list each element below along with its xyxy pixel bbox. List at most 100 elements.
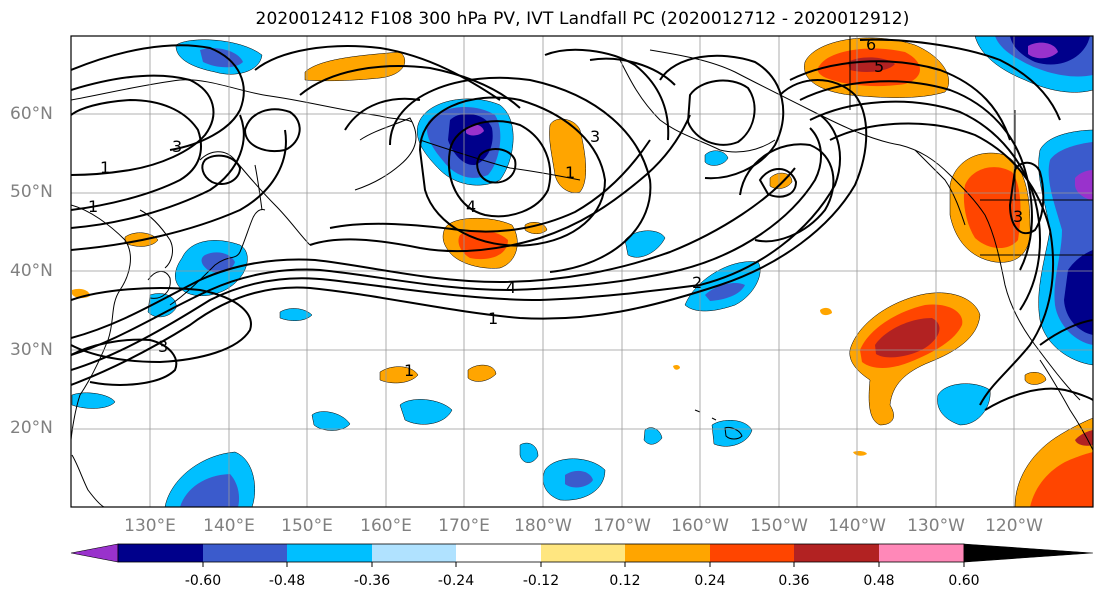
contour-label: 4 <box>506 278 516 297</box>
coastline-aleutians <box>419 139 581 181</box>
neg-anomaly-small-4 <box>643 427 663 445</box>
coastline-sea-of-japan <box>139 209 173 269</box>
coastline-asia-north <box>71 79 413 123</box>
contour-label-group: 1 1 3 3 3 1 4 4 1 2 6 5 1 3 <box>88 35 1023 380</box>
contour-4 <box>71 167 796 339</box>
contour-ridge-6 <box>1008 161 1045 235</box>
neg-anomaly-30n-1 <box>279 308 313 321</box>
contour-ridge-5 <box>859 38 1061 121</box>
colorbar-tick-label: -0.36 <box>353 573 391 589</box>
contour-label: 1 <box>404 361 414 380</box>
contour-kamchatka-low-2 <box>448 120 552 218</box>
contour-southeast-2 <box>1039 319 1093 346</box>
contour-kamchatka-low-3 <box>418 96 607 247</box>
map-frame <box>70 35 1094 508</box>
colorbar-tick-label: -0.12 <box>522 573 560 589</box>
colorbar-swatch <box>372 544 456 562</box>
contour-kamchatka-low-1 <box>476 148 517 184</box>
pos-anomaly-subtropical-peak <box>875 318 940 358</box>
contour-alaska-high-1 <box>686 79 756 146</box>
contour-label: 1 <box>100 158 110 177</box>
colorbar-tick-label: -0.48 <box>268 573 306 589</box>
coastline-hawaii <box>694 409 743 440</box>
contour-4-inner <box>309 114 691 253</box>
coastline-alaska <box>649 49 1081 401</box>
neg-anomaly-small-2 <box>704 150 729 166</box>
colorbar-tick-label: 0.12 <box>609 573 641 589</box>
lon-label: 130°W <box>907 516 965 536</box>
lon-label: 120°W <box>985 516 1043 536</box>
contour-north-2 <box>71 74 215 176</box>
pos-anomaly-small-1 <box>549 118 587 193</box>
pos-anomaly-bc-coast-core <box>963 167 1021 249</box>
contour-label: 1 <box>488 309 498 328</box>
pos-anomaly-small-8 <box>820 307 832 316</box>
contour-5-inner <box>329 139 651 233</box>
colorbar-swatch <box>203 544 287 562</box>
contour-3 <box>71 127 822 356</box>
neg-anomaly-small-1 <box>624 230 666 258</box>
lon-label: 140°W <box>828 516 886 536</box>
lon-label: 130°E <box>124 516 176 536</box>
contour-kamchatka-low-4 <box>389 76 652 273</box>
colorbar-swatch <box>118 544 203 562</box>
contour-1-south <box>71 79 868 386</box>
contour-label: 3 <box>158 337 168 356</box>
colorbar-extend-low <box>70 543 119 563</box>
neg-anomaly-small-3 <box>519 442 539 463</box>
coastline-kamchatka <box>354 117 417 191</box>
contour-okhotsk-loop <box>201 154 242 186</box>
coastline-korea <box>147 271 171 299</box>
pos-anomaly-small-7 <box>467 364 497 382</box>
neg-anomaly-130w <box>937 383 991 426</box>
contour-label: 3 <box>172 137 182 156</box>
contour-north-4 <box>71 114 245 229</box>
colorbar-swatch <box>287 544 372 562</box>
contour-label: 6 <box>866 35 876 54</box>
colorbar-swatch <box>625 544 710 562</box>
neg-anomaly-kamchatka-core <box>448 113 493 166</box>
lon-label: 170°W <box>593 516 651 536</box>
lon-label: 150°W <box>750 516 808 536</box>
lat-label: 30°N <box>10 340 53 360</box>
contour-label: 1 <box>565 163 575 182</box>
pos-anomaly-small-6 <box>379 366 419 384</box>
contour-2 <box>71 114 841 371</box>
pos-anomaly-small-9 <box>1024 372 1047 385</box>
coastline-okhotsk <box>199 151 311 246</box>
lat-label: 40°N <box>10 261 53 281</box>
lat-label: 50°N <box>10 182 53 202</box>
contour-japan-low-2 <box>71 287 252 364</box>
coastlines <box>71 36 1093 507</box>
contour-ridge-2 <box>799 80 1033 271</box>
neg-anomaly-west-coast-peak <box>1075 170 1093 200</box>
pos-anomaly-dot <box>853 450 867 456</box>
pos-anomaly-southeast-core <box>1030 452 1093 507</box>
contour-label: 2 <box>692 273 702 292</box>
neg-anomaly-160w-core <box>705 283 745 301</box>
contour-label: 5 <box>874 57 884 76</box>
pos-anomaly-dot-2 <box>673 364 680 370</box>
lat-label: 60°N <box>10 104 53 124</box>
contour-upper-arc <box>254 45 501 101</box>
colorbar-tick-label: -0.24 <box>437 573 475 589</box>
neg-anomaly-20n-2 <box>311 411 351 431</box>
lon-label: 150°E <box>281 516 333 536</box>
coastline-sakhalin <box>254 164 263 211</box>
colorbar-tick-label: 0.60 <box>948 573 980 589</box>
colorbar-tick-label: -0.60 <box>184 573 222 589</box>
contour-ridge-4 <box>829 122 1055 406</box>
contour-ridge-3 <box>809 100 1041 311</box>
neg-anomaly-20n-1 <box>399 399 453 425</box>
filled-anomalies <box>71 36 1093 507</box>
lon-label: 160°W <box>671 516 729 536</box>
contour-north-5 <box>71 129 287 251</box>
contour-southeast <box>984 387 1093 411</box>
colorbar <box>70 543 1094 567</box>
contour-alaska-high-2 <box>659 54 785 180</box>
contour-north-1 <box>71 44 245 151</box>
map-plot-area: 1 1 3 3 3 1 4 4 1 2 6 5 1 3 <box>71 35 1093 507</box>
contour-upper-arc-3 <box>344 97 421 131</box>
neg-anomaly-south-1-core <box>565 470 593 488</box>
